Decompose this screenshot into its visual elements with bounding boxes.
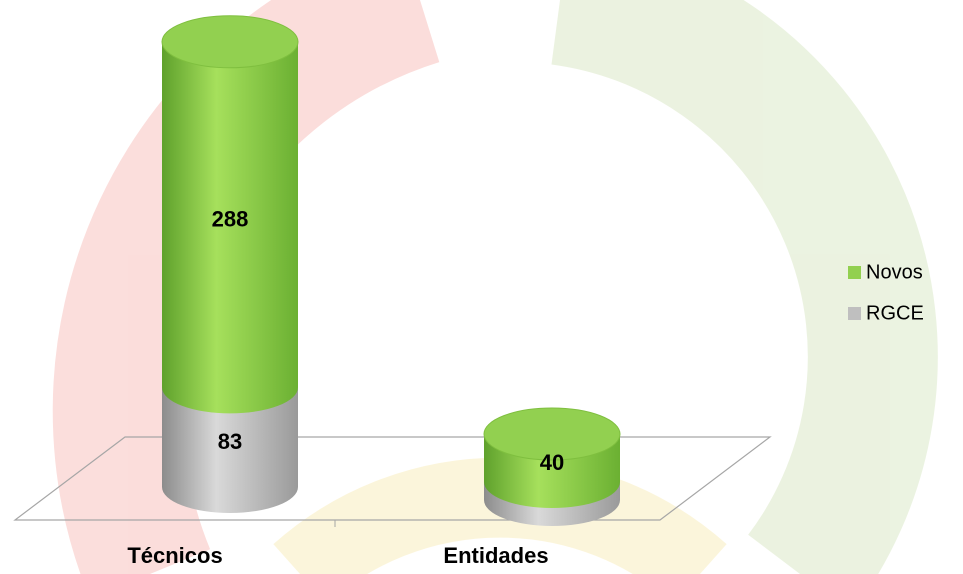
- cylinder-segment: [483, 407, 621, 508]
- cylinder-part: [161, 15, 299, 69]
- cylinder-part: [483, 407, 621, 461]
- data-label: 83: [218, 429, 242, 454]
- cylinder-part: [162, 41, 298, 388]
- x-tick-label: Entidades: [443, 543, 548, 568]
- data-label: 288: [212, 206, 249, 231]
- bg-arc: [52, 0, 440, 574]
- bg-arc: [550, 0, 938, 574]
- data-label: 40: [540, 450, 564, 475]
- x-tick-label: Técnicos: [127, 543, 222, 568]
- cylinder-segment: [161, 15, 299, 414]
- legend-swatch: [848, 266, 861, 279]
- legend-label: Novos: [866, 261, 923, 283]
- legend-label: RGCE: [866, 302, 924, 324]
- legend-swatch: [848, 307, 861, 320]
